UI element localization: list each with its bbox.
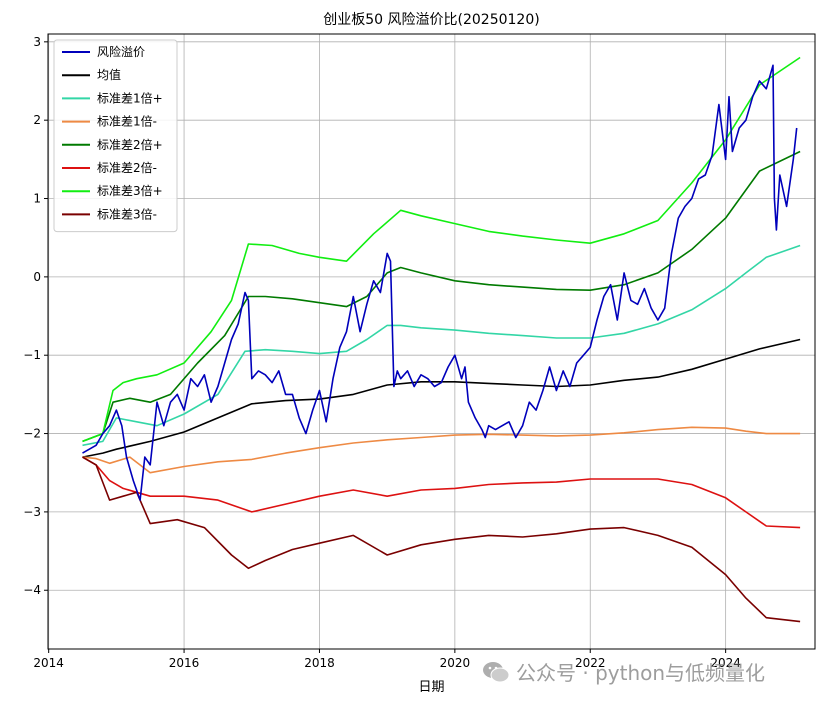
series-layer	[82, 56, 801, 623]
legend-label: 均值	[97, 67, 121, 82]
legend-label: 风险溢价	[97, 44, 145, 59]
legend-label: 标准差1倍+	[97, 90, 163, 105]
x-tick-label: 2020	[440, 656, 471, 670]
legend-label: 标准差1倍-	[97, 114, 157, 129]
plot-frame	[47, 33, 816, 650]
wechat-icon	[483, 661, 510, 682]
y-tick-label: −3	[23, 505, 41, 519]
legend-label: 标准差3倍+	[97, 183, 163, 198]
x-tick-label: 2016	[169, 656, 200, 670]
legend-label: 标准差3倍-	[97, 206, 157, 221]
y-tick-label: −4	[23, 583, 41, 597]
x-axis-label: 日期	[418, 680, 444, 695]
y-tick-label: −1	[23, 348, 41, 362]
y-tick-label: 2	[33, 113, 41, 127]
y-tick-label: 1	[33, 192, 41, 206]
y-axis: −4 −3 −2 −1 0 1 2 3	[23, 35, 48, 597]
series-line-3	[82, 426, 801, 474]
legend-label: 标准差2倍+	[97, 137, 163, 152]
watermark-text: 公众号 · python与低频量化	[516, 661, 766, 685]
series-line-0	[82, 64, 798, 501]
x-tick-label: 2018	[304, 656, 335, 670]
series-line-1	[82, 338, 801, 458]
x-tick-label: 2014	[33, 656, 64, 670]
series-line-7	[82, 456, 801, 623]
y-tick-label: 3	[33, 35, 41, 49]
x-axis: 2014 2016 2018 2020 2022 2024	[33, 649, 741, 670]
y-tick-label: 0	[33, 270, 41, 284]
series-line-2	[82, 244, 801, 447]
y-tick-label: −2	[23, 427, 41, 441]
series-line-4	[82, 150, 801, 443]
chart-title: 创业板50 风险溢价比(20250120)	[323, 12, 539, 28]
legend-label: 标准差2倍-	[97, 160, 157, 175]
series-line-5	[82, 456, 801, 529]
x-tick-label: 2022	[575, 656, 606, 670]
legend-box	[53, 39, 178, 233]
watermark: 公众号 · python与低频量化	[482, 657, 765, 686]
x-tick-label: 2024	[710, 656, 741, 670]
series-line-6	[82, 56, 801, 443]
